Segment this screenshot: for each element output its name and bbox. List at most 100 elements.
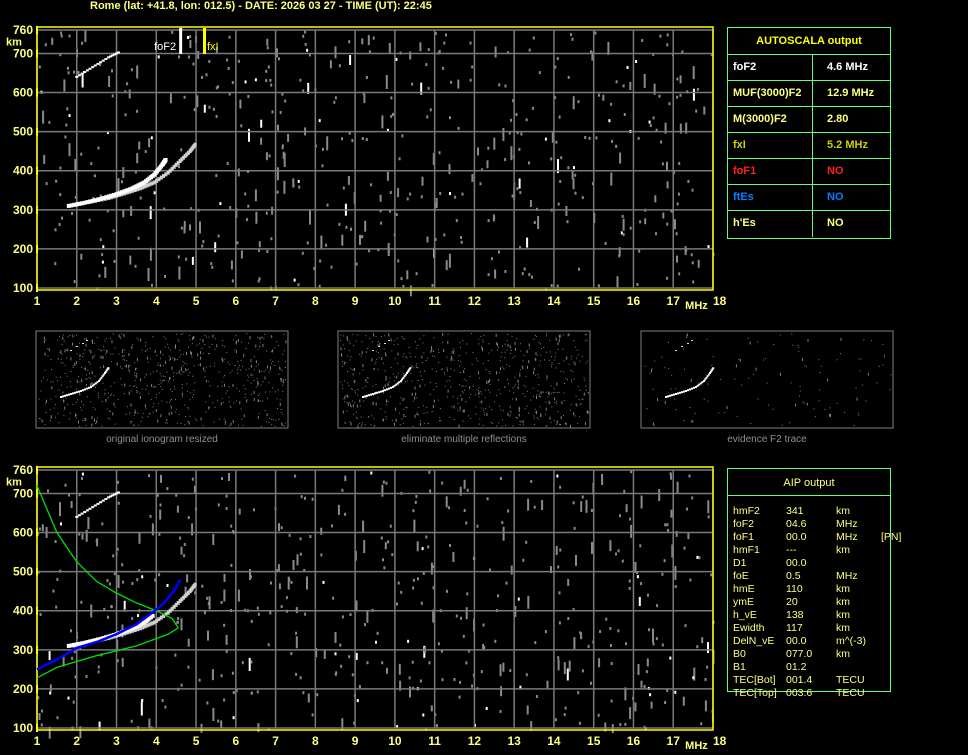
- thumbnail-noise: [196, 420, 198, 421]
- thumbnail-noise: [765, 358, 767, 360]
- thumbnail-noise: [372, 385, 374, 387]
- thumbnail-noise: [182, 365, 184, 367]
- noise-echo: [156, 493, 159, 497]
- thumbnail-noise: [806, 366, 808, 368]
- thumbnail-noise: [184, 362, 186, 364]
- o-trace-point: [93, 198, 98, 203]
- noise-echo: [230, 563, 233, 567]
- noise-echo: [191, 256, 194, 265]
- echo-trace-point: [75, 515, 79, 518]
- noise-echo: [415, 272, 418, 276]
- thumbnail-noise: [441, 369, 443, 370]
- noise-echo: [111, 94, 114, 98]
- noise-echo: [670, 509, 673, 518]
- thumbnail-noise: [158, 402, 159, 404]
- noise-echo: [429, 489, 432, 493]
- noise-echo: [237, 59, 240, 63]
- noise-echo: [60, 31, 63, 35]
- noise-echo: [471, 684, 473, 688]
- thumbnail-noise: [191, 343, 193, 345]
- thumbnail-noise: [417, 367, 419, 369]
- noise-echo: [199, 221, 201, 234]
- noise-echo: [668, 102, 671, 106]
- noise-echo: [362, 520, 365, 533]
- thumbnail-noise: [819, 372, 821, 373]
- thumbnail-noise: [198, 364, 200, 366]
- autoscala-value: NO: [827, 217, 844, 229]
- thumbnail-noise: [349, 402, 350, 404]
- thumbnail-noise: [346, 335, 348, 339]
- noise-echo: [521, 272, 524, 276]
- noise-echo: [240, 250, 243, 259]
- noise-echo: [679, 75, 682, 84]
- noise-echo: [555, 140, 558, 144]
- thumbnail-noise: [372, 402, 374, 406]
- thumbnail-noise: [59, 352, 61, 354]
- thumbnail-noise: [84, 367, 86, 371]
- thumbnail-noise: [478, 423, 480, 425]
- noise-echo: [566, 668, 569, 681]
- thumbnail-noise: [46, 379, 48, 381]
- thumbnail-noise: [355, 417, 357, 419]
- noise-echo: [148, 474, 150, 478]
- thumbnail-noise: [285, 379, 286, 381]
- thumbnail-noise: [354, 402, 356, 404]
- thumbnail-noise: [556, 420, 558, 424]
- noise-echo: [254, 78, 257, 82]
- thumbnail-noise: [118, 353, 120, 355]
- noise-echo: [681, 50, 684, 54]
- thumbnail-noise: [128, 391, 130, 395]
- thumbnail-noise: [506, 340, 508, 342]
- thumbnail-noise: [557, 348, 559, 350]
- noise-echo: [666, 43, 669, 47]
- noise-echo: [112, 554, 115, 558]
- y-tick-label: 500: [13, 565, 33, 579]
- noise-echo: [386, 171, 389, 181]
- thumbnail-noise: [137, 391, 139, 393]
- thumbnail-noise: [431, 348, 433, 352]
- thumbnail-noise: [76, 414, 78, 416]
- aip-param: TEC[Bot]: [733, 674, 776, 686]
- thumbnail-noise: [76, 380, 78, 384]
- noise-echo: [293, 278, 296, 282]
- x-trace-point: [125, 190, 129, 195]
- thumbnail-noise: [512, 425, 514, 427]
- thumbnail-noise: [111, 361, 113, 363]
- thumbnail-noise: [194, 365, 195, 367]
- noise-echo: [237, 589, 240, 602]
- thumbnail-noise: [374, 425, 376, 427]
- thumbnail-noise: [797, 345, 799, 346]
- thumbnail-noise: [476, 360, 478, 362]
- thumbnail-noise: [82, 353, 84, 355]
- thumbnail-noise: [83, 367, 85, 369]
- thumbnail-noise: [536, 396, 537, 400]
- noise-echo: [260, 137, 263, 145]
- thumbnail-noise: [509, 410, 511, 412]
- noise-echo: [625, 504, 628, 513]
- aip-unit: km: [836, 505, 850, 517]
- thumbnail-noise: [346, 338, 348, 341]
- thumbnail-noise: [469, 386, 471, 390]
- thumbnail-noise: [397, 362, 398, 364]
- thumbnail-noise: [371, 341, 373, 343]
- thumbnail-noise: [162, 380, 164, 382]
- thumbnail-noise: [403, 414, 405, 418]
- o-trace-point: [77, 201, 82, 206]
- thumbnail-noise: [402, 338, 404, 339]
- noise-echo: [692, 88, 695, 101]
- thumbnail-noise: [514, 355, 516, 357]
- thumbnail-noise: [509, 414, 511, 416]
- x-trace-point: [170, 166, 174, 171]
- thumbnail-noise: [111, 340, 113, 344]
- thumbnail-noise: [50, 398, 52, 400]
- noise-echo: [110, 605, 113, 609]
- noise-echo: [303, 568, 306, 572]
- thumbnail-noise: [248, 368, 250, 370]
- noise-echo: [420, 195, 423, 199]
- thumbnail-noise: [533, 415, 535, 417]
- y-tick-label: 760: [13, 463, 33, 477]
- noise-echo: [413, 519, 416, 533]
- thumbnail-noise: [53, 407, 55, 409]
- thumbnail-noise: [575, 395, 577, 397]
